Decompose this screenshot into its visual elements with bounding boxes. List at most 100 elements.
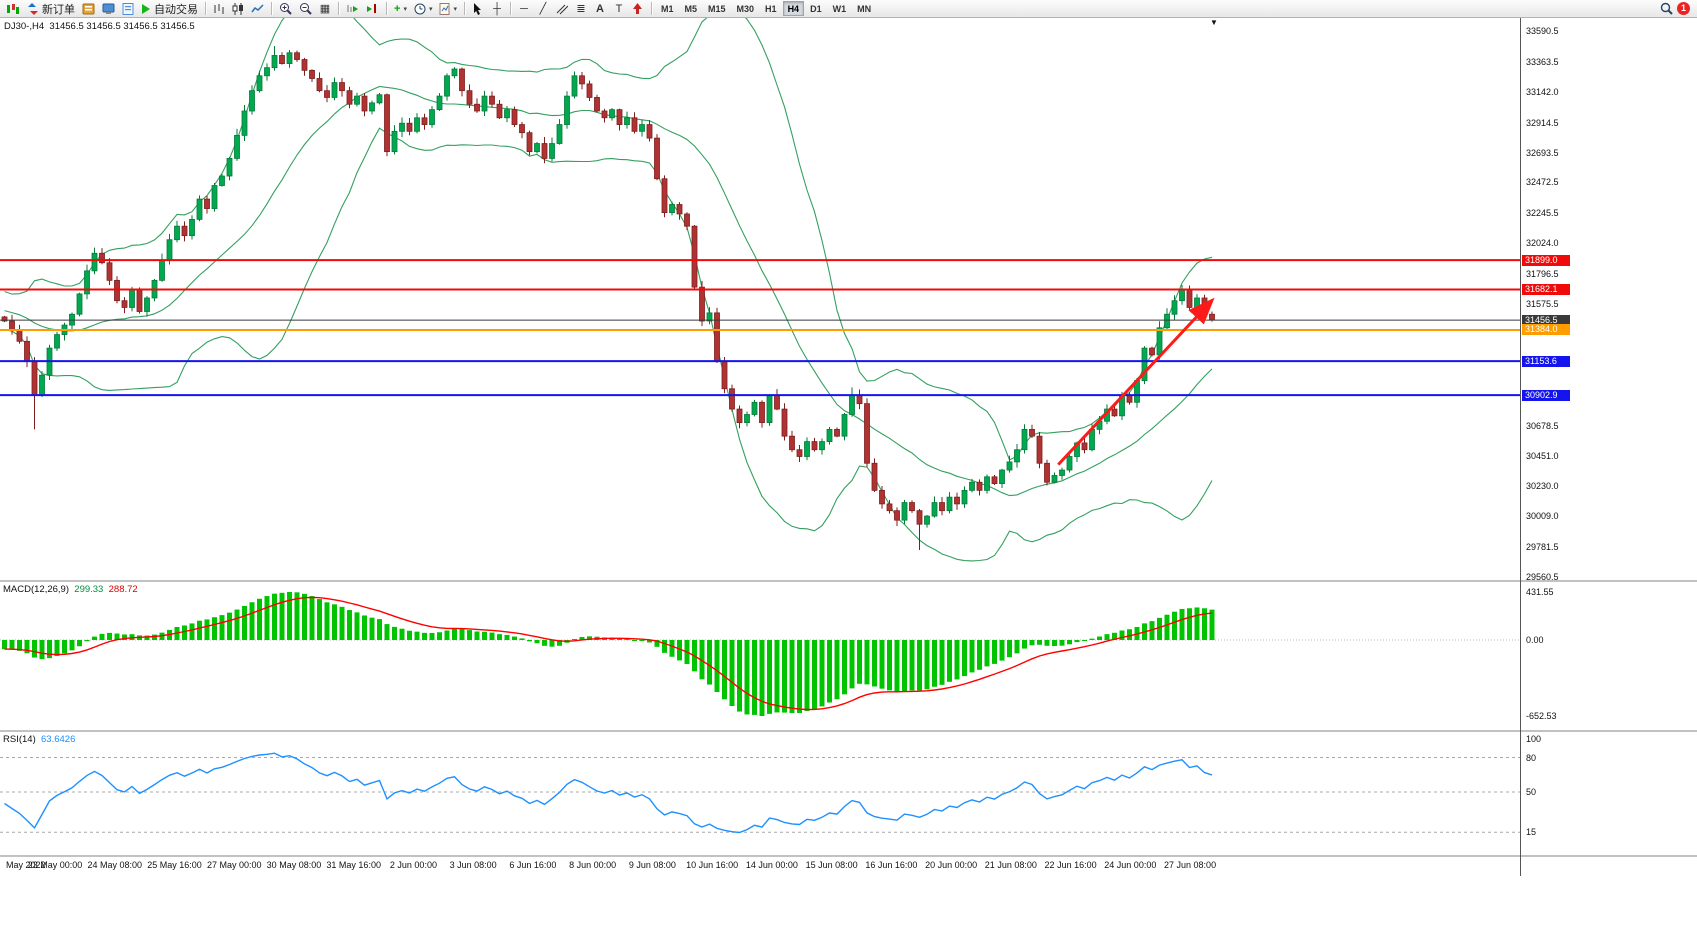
- bollinger-upper: [4, 0, 1213, 461]
- timeframe-button-m5[interactable]: M5: [680, 1, 703, 16]
- candle: [916, 509, 923, 550]
- timeframe-button-m30[interactable]: M30: [732, 1, 760, 16]
- candle: [1066, 454, 1073, 473]
- price-tick-label: 32914.5: [1526, 117, 1559, 128]
- line-chart-button[interactable]: [248, 1, 267, 17]
- history-center-button[interactable]: [79, 1, 98, 17]
- candles-layer: [1, 45, 1215, 550]
- price-tick-label: 30009.0: [1526, 511, 1559, 522]
- zoom-out-button[interactable]: [296, 1, 315, 17]
- candle: [399, 117, 405, 138]
- candle: [61, 322, 68, 341]
- arrows-tool-button[interactable]: [629, 1, 647, 17]
- autotrading-button[interactable]: 自动交易: [138, 1, 201, 17]
- candle: [294, 50, 300, 62]
- candle: [886, 500, 893, 514]
- candle: [481, 90, 488, 117]
- candle: [781, 403, 788, 441]
- candle: [204, 195, 210, 214]
- candle: [271, 45, 278, 71]
- search-button[interactable]: [1657, 1, 1676, 17]
- periods-button[interactable]: ▾: [411, 1, 436, 17]
- timeframe-button-m15[interactable]: M15: [703, 1, 731, 16]
- template-page-icon: [439, 2, 450, 15]
- candle: [676, 202, 683, 220]
- macd-signal-value: 288.72: [108, 584, 138, 595]
- templates-button[interactable]: ▾: [436, 1, 460, 17]
- candle: [241, 105, 248, 141]
- candle: [1149, 346, 1155, 357]
- timeframe-button-w1[interactable]: W1: [828, 1, 852, 16]
- candle: [736, 405, 743, 429]
- time-axis-label: 27 Jun 08:00: [1164, 860, 1217, 870]
- time-axis-label: 16 Jun 16:00: [865, 860, 918, 870]
- candle: [174, 220, 180, 243]
- rsi-value: 63.6426: [41, 734, 76, 745]
- bollinger-middle: [4, 85, 1213, 497]
- new-order-button[interactable]: 新订单: [24, 1, 78, 17]
- candle: [1059, 467, 1065, 480]
- candle: [789, 430, 795, 453]
- timeframe-button-m1[interactable]: M1: [656, 1, 679, 16]
- new-chart-button[interactable]: [3, 1, 23, 17]
- candle: [376, 92, 383, 105]
- candle: [706, 307, 713, 325]
- candle: [856, 389, 863, 410]
- candle: [579, 71, 585, 90]
- candle: [354, 92, 360, 107]
- toolbar-separator: [205, 2, 206, 15]
- cursor-button[interactable]: [469, 1, 487, 17]
- macd-title: MACD(12,26,9): [3, 584, 69, 595]
- autotrading-play-icon: [142, 3, 150, 14]
- candle: [969, 478, 975, 493]
- trendline-button[interactable]: ╱: [534, 1, 552, 17]
- tile-windows-button[interactable]: ▦: [316, 1, 334, 17]
- notification-badge[interactable]: 1: [1677, 2, 1690, 15]
- horizontal-line-button[interactable]: ─: [515, 1, 533, 17]
- market-watch-button[interactable]: [99, 1, 118, 17]
- candle: [54, 331, 60, 351]
- text-tool-button[interactable]: A: [591, 1, 609, 17]
- time-axis-label: 25 May 16:00: [147, 860, 202, 870]
- auto-scroll-button[interactable]: [343, 1, 362, 17]
- data-window-button[interactable]: [119, 1, 137, 17]
- toolbar-separator: [271, 2, 272, 15]
- rsi-axis-label: 100: [1526, 734, 1542, 744]
- crosshair-icon: ┼: [493, 2, 501, 15]
- zoom-in-button[interactable]: [276, 1, 295, 17]
- rsi-axis-label: 50: [1526, 787, 1537, 797]
- crosshair-button[interactable]: ┼: [488, 1, 506, 17]
- symbol-ohlc-text: 31456.5 31456.5 31456.5 31456.5: [49, 21, 195, 32]
- chart-shift-marker[interactable]: ▼: [1210, 18, 1218, 27]
- fibonacci-button[interactable]: ≣: [572, 1, 590, 17]
- timeframe-button-d1[interactable]: D1: [805, 1, 827, 16]
- timeframe-button-h4[interactable]: H4: [782, 1, 805, 16]
- price-tick-label: 30451.0: [1526, 451, 1559, 462]
- macd-axis-label: 0.00: [1526, 635, 1544, 645]
- time-axis-label: 30 May 08:00: [266, 860, 322, 870]
- timeframe-button-h1[interactable]: H1: [760, 1, 782, 16]
- candle: [534, 142, 540, 154]
- candle: [69, 312, 75, 330]
- bar-chart-button[interactable]: [210, 1, 228, 17]
- trend-arrow[interactable]: [1057, 297, 1215, 466]
- candle: [219, 174, 225, 187]
- channel-button[interactable]: [553, 1, 571, 17]
- price-tick-label: 30678.5: [1526, 420, 1559, 431]
- candle: [1081, 436, 1088, 454]
- rsi-title: RSI(14): [3, 734, 36, 745]
- indicators-button[interactable]: + ▾: [391, 1, 410, 17]
- candle: [459, 67, 465, 97]
- candle: [1029, 424, 1035, 439]
- candle: [526, 130, 533, 156]
- candle: [684, 212, 690, 231]
- candle: [189, 215, 195, 240]
- label-tool-button[interactable]: T: [610, 1, 628, 17]
- candle: [586, 80, 593, 101]
- chart-shift-button[interactable]: [363, 1, 382, 17]
- candle: [729, 384, 735, 412]
- candlestick-chart-button[interactable]: [229, 1, 247, 17]
- timeframe-button-mn[interactable]: MN: [852, 1, 876, 16]
